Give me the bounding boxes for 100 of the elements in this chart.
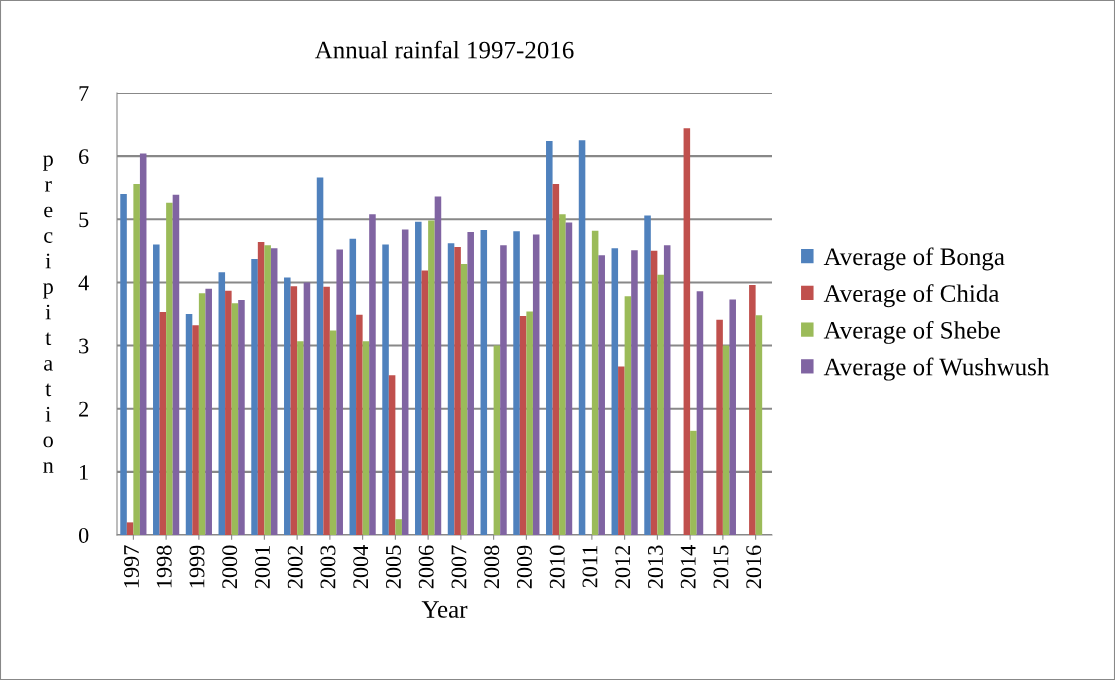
bar [447, 243, 455, 535]
bar [225, 290, 232, 535]
bar [382, 244, 389, 535]
bar [356, 314, 363, 535]
bar [467, 231, 474, 535]
bar [460, 264, 468, 535]
bar [329, 330, 337, 535]
legend-label: Average of Wushwush [823, 357, 1050, 381]
bar [546, 140, 553, 535]
legend-label: Average of Bonga [823, 247, 1005, 271]
x-tick-label: 2007 [451, 545, 467, 589]
text: precipitation [43, 155, 54, 473]
bar [722, 345, 730, 535]
bar [120, 194, 127, 535]
x-tick-label: 2005 [385, 545, 401, 589]
x-tick-label: 1998 [156, 545, 172, 588]
bar [166, 202, 173, 535]
bar [690, 430, 697, 535]
x-tick-label: 2001 [254, 546, 270, 589]
bar [683, 128, 691, 535]
bar [218, 272, 226, 535]
x-axis-title: Year [421, 601, 468, 618]
bar [729, 299, 736, 535]
bar [303, 282, 311, 535]
y-tick-label: 2 [79, 401, 88, 417]
y-tick-label: 3 [79, 338, 89, 354]
bar [139, 153, 147, 535]
bar [336, 249, 343, 535]
bar [598, 255, 605, 535]
bar [526, 311, 533, 535]
bar [284, 277, 291, 535]
legend-label: Average of Chida [823, 284, 1000, 308]
bar [618, 366, 625, 535]
bar [428, 220, 435, 535]
bar [159, 312, 167, 535]
x-tick-label: 2002 [287, 545, 303, 589]
bar [172, 194, 180, 535]
bar [185, 314, 193, 535]
y-tick-label: 1 [80, 464, 88, 480]
bar [657, 274, 664, 535]
bar [565, 222, 573, 535]
bar [480, 230, 488, 535]
x-tick-label: 2010 [549, 545, 565, 589]
x-tick-label: 1999 [189, 545, 205, 588]
bar [559, 214, 566, 535]
y-tick-label: 0 [78, 527, 89, 543]
bar [513, 231, 520, 535]
bar [415, 221, 422, 535]
x-tick-label: 2014 [680, 545, 696, 589]
bar [395, 519, 402, 535]
x-tick-label: 2009 [516, 545, 532, 589]
bar [316, 177, 324, 535]
x-tick-label: 1997 [124, 545, 139, 588]
bar [126, 522, 134, 535]
bar [624, 296, 632, 535]
bar [349, 238, 357, 535]
bar [388, 375, 396, 535]
bar [532, 234, 540, 535]
bar [198, 293, 206, 535]
bar [257, 242, 265, 535]
bar [434, 196, 442, 535]
x-tick-label: 2006 [418, 545, 434, 589]
bar [421, 270, 429, 535]
bar [663, 245, 671, 535]
bar [238, 300, 245, 535]
y-tick-label: 4 [78, 275, 89, 291]
x-tick-label: 2003 [320, 545, 336, 589]
x-tick-label: 2004 [353, 545, 369, 589]
bar [716, 319, 723, 535]
x-tick-label: 2011 [582, 546, 598, 588]
bar [454, 247, 461, 535]
bar [755, 315, 763, 535]
bar [323, 286, 330, 535]
bar [552, 183, 560, 535]
bar [205, 288, 212, 535]
bar [251, 259, 258, 535]
x-tick-label: 2012 [615, 545, 631, 589]
bar [297, 341, 304, 535]
bar [270, 248, 278, 535]
bar [611, 248, 619, 535]
bar [369, 214, 376, 535]
y-tick-label: 6 [79, 149, 89, 165]
bar [749, 284, 756, 535]
legend-label: Average of Shebe [823, 320, 1000, 344]
x-tick-label: 2013 [647, 545, 663, 589]
bar [650, 250, 658, 535]
chart-title: Annual rainfal 1997-2016 [314, 40, 574, 59]
bar [644, 215, 651, 535]
bar [696, 291, 704, 535]
bar [362, 341, 370, 535]
bar [500, 245, 507, 535]
bar [264, 245, 271, 535]
bar [231, 303, 239, 535]
bar [290, 286, 298, 535]
x-tick-label: 2008 [484, 545, 500, 589]
y-tick-label: 7 [79, 86, 89, 101]
bar [192, 325, 199, 535]
bar [133, 183, 140, 535]
bar [493, 345, 501, 535]
x-tick-label: 2000 [222, 545, 238, 589]
